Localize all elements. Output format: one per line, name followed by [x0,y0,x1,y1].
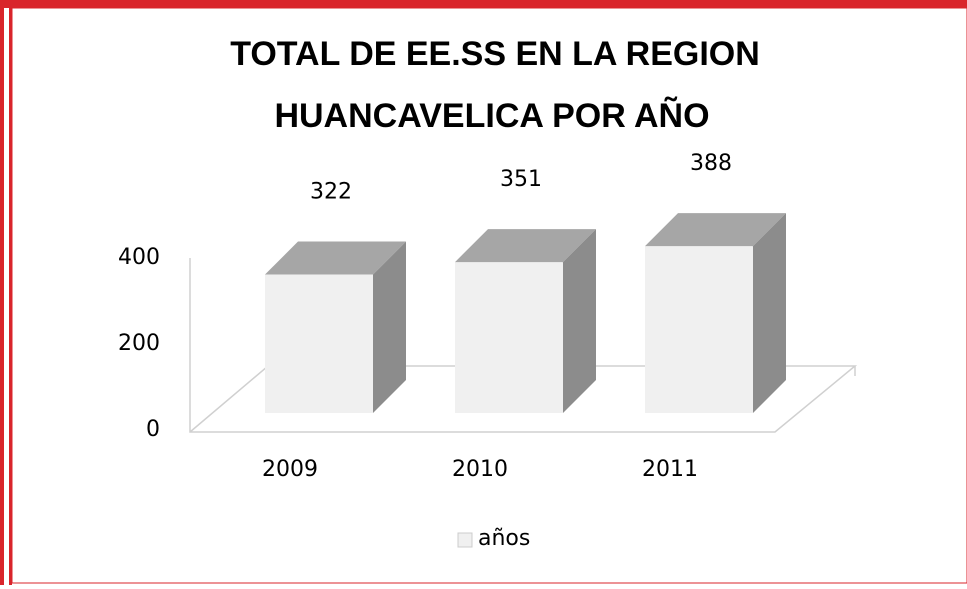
x-tick-label: 2011 [642,457,698,482]
chart-title: TOTAL DE EE.SS EN LA REGION [230,35,760,73]
legend-swatch [457,532,473,548]
bar-side [373,241,406,413]
y-tick-label: 400 [118,245,160,270]
frame-left-inner [9,8,12,585]
bar-front [265,274,373,413]
frame-top [0,0,967,8]
x-tick-label: 2009 [262,457,318,482]
data-label: 351 [500,167,542,192]
bar-top [645,213,786,247]
data-label: 322 [310,180,352,205]
bar-side [753,213,786,413]
bar-side [563,229,596,413]
bar-front [645,246,753,413]
y-tick-label: 0 [146,417,160,442]
bar-front [455,262,563,413]
y-tick-label: 200 [118,331,160,356]
data-label: 388 [690,151,732,176]
frame-left [0,0,4,585]
axis-floor [189,258,858,433]
x-tick-label: 2010 [452,457,508,482]
chart-title: HUANCAVELICA POR AÑO [274,97,709,135]
bar-top [455,229,596,263]
legend-label: años [478,526,530,551]
bar-top [265,241,406,275]
